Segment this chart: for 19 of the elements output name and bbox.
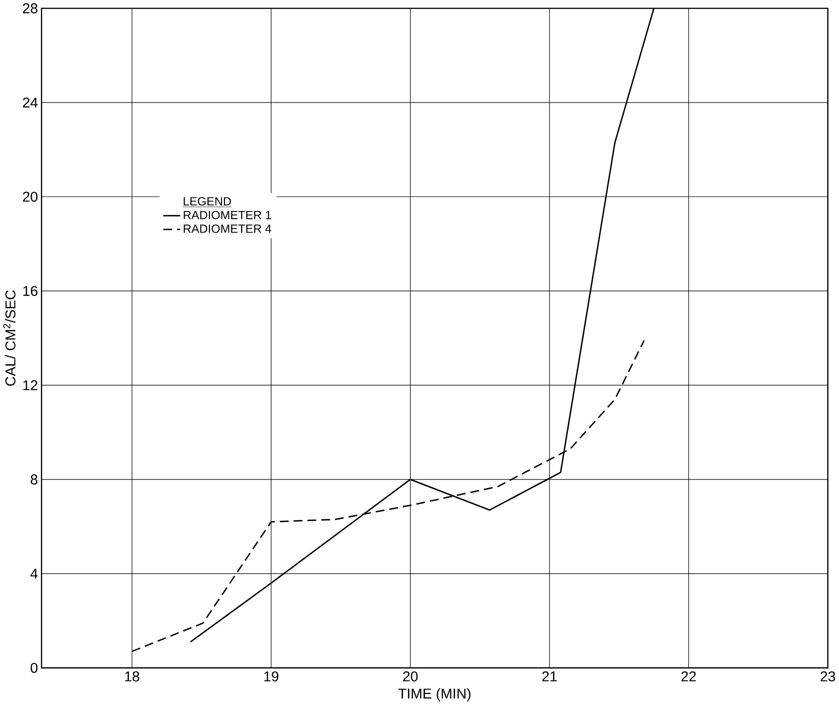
legend-title: LEGEND — [184, 197, 231, 206]
x-axis-title: TIME (MIN) — [398, 688, 470, 702]
legend-label: RADIOMETER 4 — [184, 224, 272, 234]
x-tick-label: 18 — [125, 671, 140, 682]
x-tick-label: 20 — [403, 671, 418, 682]
x-tick-label: 21 — [542, 671, 557, 682]
y-tick-label: 28 — [22, 3, 38, 14]
y-tick-label: 8 — [30, 474, 38, 485]
y-axis-title: CAL/ CM$^{2}$/SEC — [3, 290, 16, 386]
legend-label: RADIOMETER 1 — [184, 210, 272, 220]
x-tick-label: 19 — [264, 671, 278, 682]
x-tick-label: 23 — [820, 671, 836, 682]
x-tick-label: 22 — [681, 671, 696, 682]
y-tick-label: 20 — [22, 192, 38, 202]
y-tick-label: 12 — [23, 380, 38, 390]
y-tick-label: 16 — [23, 286, 38, 296]
y-tick-label: 24 — [22, 98, 38, 108]
y-tick-label: 4 — [30, 568, 38, 579]
y-tick-label: 0 — [30, 662, 38, 674]
